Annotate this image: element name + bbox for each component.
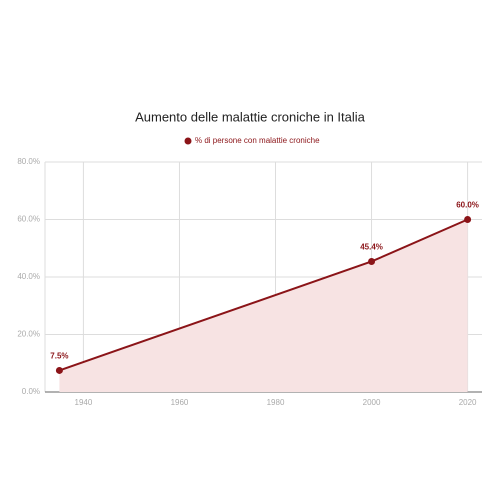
- data-label: 45.4%: [360, 243, 383, 252]
- y-tick-label: 60.0%: [17, 215, 40, 224]
- x-tick-label: 1980: [267, 398, 285, 407]
- data-label: 7.5%: [50, 352, 68, 361]
- legend-label: % di persone con malattie croniche: [195, 136, 320, 145]
- x-tick-label: 1940: [75, 398, 93, 407]
- y-tick-label: 80.0%: [17, 157, 40, 166]
- x-tick-label: 2020: [459, 398, 477, 407]
- x-tick-label: 1960: [171, 398, 189, 407]
- x-tick-label: 2000: [363, 398, 381, 407]
- point: [464, 216, 472, 223]
- point: [368, 257, 376, 265]
- y-tick-label: 20.0%: [17, 330, 40, 339]
- point: [55, 366, 63, 374]
- area: [59, 219, 468, 392]
- chart-title: Aumento delle malattie croniche in Itali…: [135, 109, 366, 124]
- legend-marker: [184, 137, 192, 145]
- data-label: 60.0%: [456, 201, 479, 210]
- y-tick-label: 0.0%: [22, 387, 40, 396]
- y-tick-label: 40.0%: [17, 272, 40, 281]
